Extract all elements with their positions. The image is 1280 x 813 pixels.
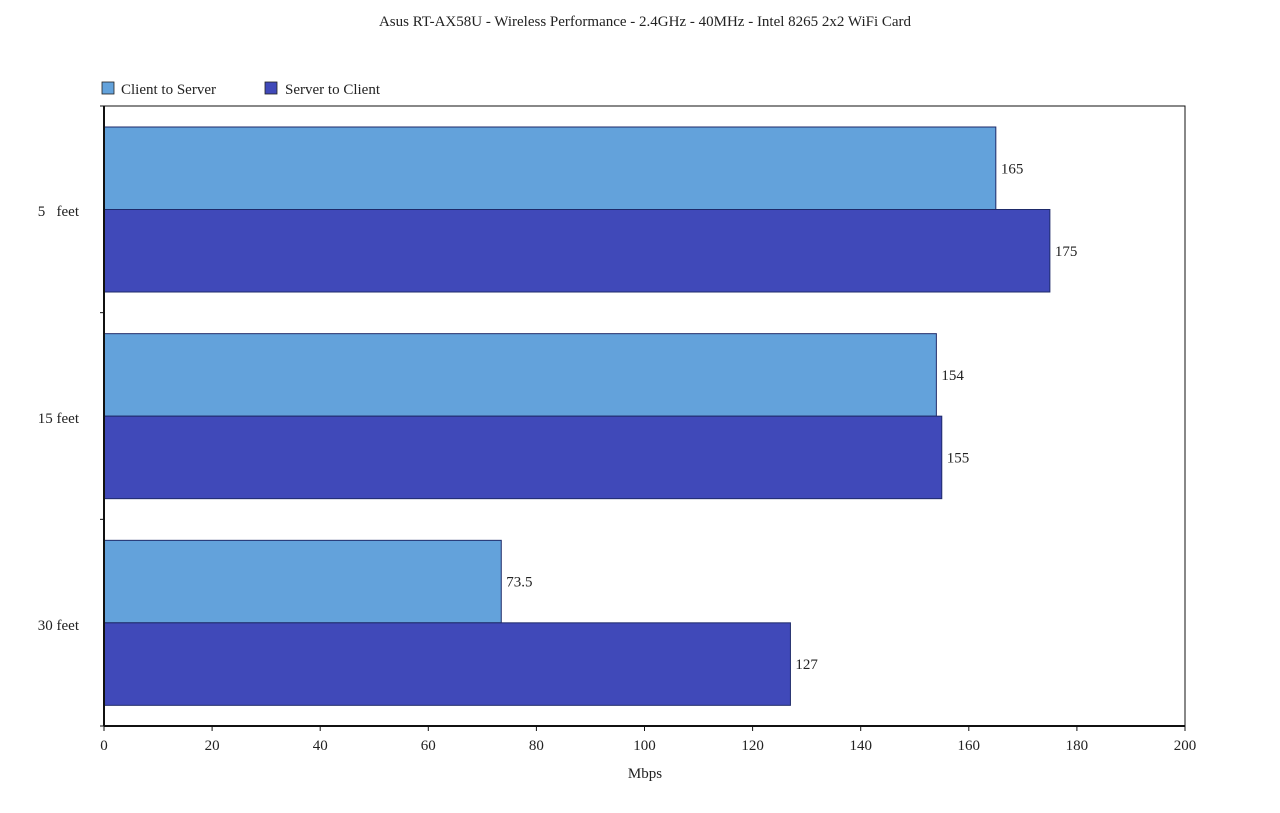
bar-server-to-client-0 (103, 209, 1051, 293)
legend-label-server-to-client: Server to Client (285, 82, 381, 98)
bar-server-to-client-2 (103, 622, 791, 706)
value-label-client-to-server-2: 73.5 (506, 575, 532, 591)
value-labels-group: 165 154 73.5 175 155 127 (506, 161, 1077, 673)
x-tick-label: 60 (421, 738, 436, 754)
x-tick-label: 20 (205, 738, 220, 754)
x-axis-label: Mbps (628, 766, 662, 782)
x-tick-label: 180 (1066, 738, 1089, 754)
bar-client-to-server-0 (103, 126, 997, 210)
value-label-server-to-client-0: 175 (1055, 244, 1078, 260)
legend-label-client-to-server: Client to Server (121, 82, 216, 98)
x-tick-label: 200 (1174, 738, 1197, 754)
x-tick-label: 40 (313, 738, 328, 754)
category-label-15-feet: 15 feet (38, 411, 80, 427)
category-label-5-feet: 5 feet (38, 204, 80, 220)
category-label-30-feet: 30 feet (38, 618, 80, 634)
x-tick-label: 80 (529, 738, 544, 754)
value-label-server-to-client-1: 155 (947, 450, 970, 466)
legend-swatch-server-to-client (264, 81, 278, 95)
legend: Client to Server Server to Client (101, 81, 381, 98)
x-tick-labels-group: 0 20 40 60 80 100 120 140 160 180 200 (100, 738, 1196, 754)
x-tick-label: 140 (849, 738, 872, 754)
bar-server-to-client-1 (103, 415, 943, 500)
x-ticks-group (103, 726, 1186, 731)
bars-group (103, 126, 1051, 706)
x-tick-label: 120 (741, 738, 764, 754)
x-tick-label: 100 (633, 738, 656, 754)
value-label-server-to-client-2: 127 (795, 657, 818, 673)
x-tick-label: 0 (100, 738, 108, 754)
y-ticks-group (100, 105, 104, 727)
chart-title: Asus RT-AX58U - Wireless Performance - 2… (379, 14, 912, 30)
legend-swatch-client-to-server (101, 81, 115, 95)
x-tick-label: 160 (958, 738, 981, 754)
value-label-client-to-server-1: 154 (941, 368, 964, 384)
value-label-client-to-server-0: 165 (1001, 161, 1024, 177)
bar-client-to-server-1 (103, 333, 937, 417)
bar-client-to-server-2 (103, 539, 502, 624)
